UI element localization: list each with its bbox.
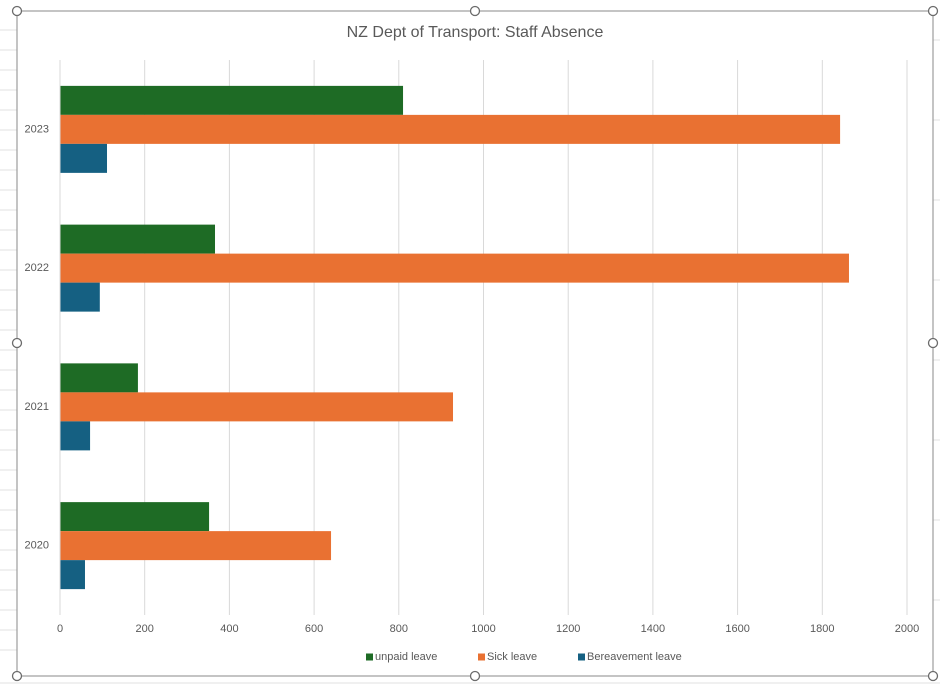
bar: [60, 114, 841, 144]
bar: [60, 143, 108, 173]
y-tick-label: 2021: [25, 401, 49, 413]
bar: [60, 502, 210, 532]
x-tick-label: 1600: [725, 623, 749, 635]
legend-swatch: [478, 653, 485, 661]
y-tick-label: 2020: [25, 540, 49, 552]
x-tick-label: 0: [57, 623, 63, 635]
legend-swatch: [366, 653, 373, 661]
legend-label: Sick leave: [487, 651, 537, 663]
x-tick-label: 1400: [641, 623, 665, 635]
bar: [60, 282, 100, 312]
legend-label: unpaid leave: [375, 651, 437, 663]
bar: [60, 560, 85, 590]
y-tick-label: 2022: [25, 262, 49, 274]
x-tick-label: 1800: [810, 623, 834, 635]
bar: [60, 392, 454, 422]
chart-title: NZ Dept of Transport: Staff Absence: [347, 24, 604, 41]
x-tick-label: 1200: [556, 623, 580, 635]
bar: [60, 85, 404, 115]
x-tick-label: 2000: [895, 623, 919, 635]
x-tick-label: 600: [305, 623, 323, 635]
x-tick-label: 200: [136, 623, 154, 635]
bar: [60, 224, 216, 254]
x-tick-label: 800: [390, 623, 408, 635]
x-tick-label: 400: [220, 623, 238, 635]
bar: [60, 363, 138, 393]
legend-label: Bereavement leave: [587, 651, 682, 663]
y-tick-label: 2023: [25, 123, 49, 135]
bar: [60, 531, 332, 561]
bar: [60, 253, 849, 283]
plot-area: 0 200 400 600 800 1000 1200 1400 1600 1800 2000 202…: [25, 60, 919, 635]
x-tick-label: 1000: [471, 623, 495, 635]
sheet-cells: [0, 29, 940, 684]
selection-handles: [11, 5, 939, 682]
bar: [60, 421, 91, 451]
legend-swatch: [578, 653, 585, 661]
